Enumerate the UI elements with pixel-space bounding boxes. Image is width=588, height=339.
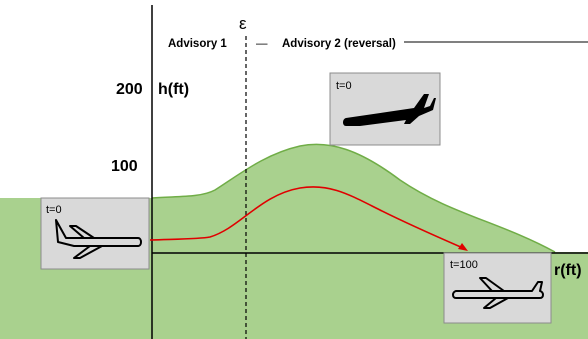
aircraft-time-label: t=100 [450, 259, 478, 271]
advisory-1-label: Advisory 1 [168, 38, 227, 50]
aircraft-box-t100: t=100 [443, 252, 552, 324]
advisory-2-dash: — [256, 38, 268, 50]
tick-label-200: 200 [116, 81, 143, 98]
airplane-outline-icon [452, 277, 544, 309]
aircraft-time-label: t=0 [46, 204, 62, 216]
aircraft-box-t0-filled: t=0 [329, 72, 441, 146]
airplane-filled-icon [343, 94, 436, 126]
airplane-outline-icon [55, 219, 142, 259]
y-axis-label: h(ft) [158, 81, 189, 98]
x-axis-label: r(ft) [554, 262, 582, 279]
green-region-outline [151, 143, 556, 253]
advisory-2-label: Advisory 2 (reversal) [282, 38, 396, 50]
trajectory-line [149, 186, 464, 249]
tick-label-100: 100 [111, 158, 138, 175]
green-region [0, 144, 588, 339]
aircraft-box-t0-outline: t=0 [40, 197, 150, 270]
epsilon-label: ε [239, 14, 247, 33]
trajectory-arrowhead [458, 243, 468, 251]
aircraft-time-label: t=0 [336, 80, 352, 92]
